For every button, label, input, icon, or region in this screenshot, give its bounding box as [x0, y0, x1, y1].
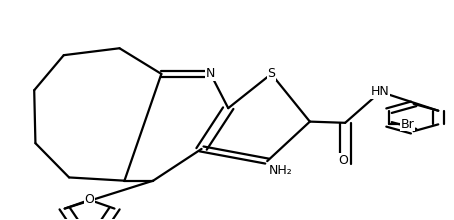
- Text: S: S: [267, 67, 275, 81]
- Text: HN: HN: [371, 85, 390, 98]
- Text: O: O: [338, 154, 348, 167]
- Text: NH₂: NH₂: [269, 164, 293, 177]
- Text: O: O: [84, 193, 94, 206]
- Text: N: N: [206, 67, 215, 81]
- Text: Br: Br: [400, 118, 414, 131]
